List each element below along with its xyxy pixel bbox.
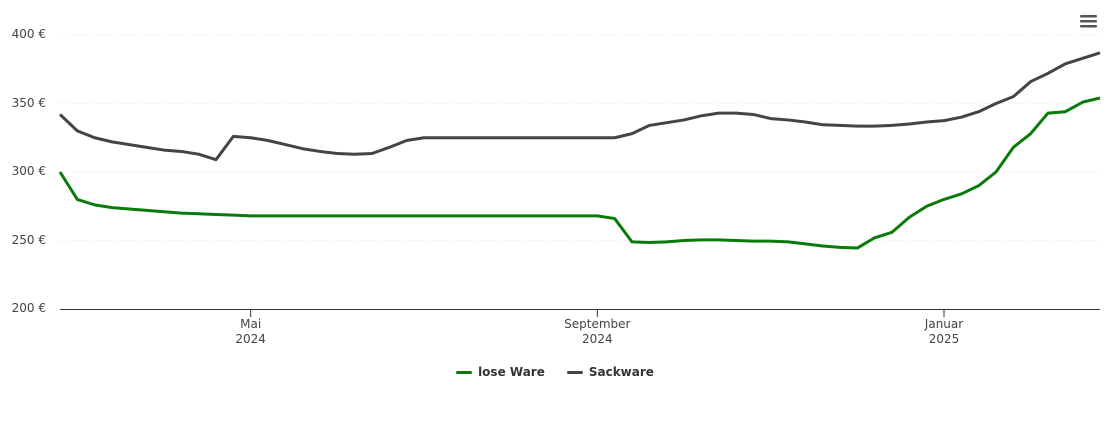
y-tick-label: 400 € [11,27,46,41]
menu-icon[interactable] [1080,15,1097,28]
x-tick-label: Januar 2025 [924,317,964,346]
legend-swatch [566,370,583,374]
legend-label: Sackware [588,365,654,379]
y-tick-label: 200 € [11,301,46,315]
y-tick-label: 250 € [11,232,46,247]
legend-label: lose Ware [478,365,545,379]
legend-swatch [456,370,473,374]
y-tick-label: 350 € [11,95,46,110]
legend-item[interactable]: Sackware [566,365,654,379]
line [58,96,1101,250]
x-tick-label: September 2024 [564,317,631,346]
x-tick-label: Mai 2024 [235,317,266,346]
line [58,51,1101,162]
legend-item[interactable]: lose Ware [456,365,545,379]
y-tick-label: 300 € [11,164,46,178]
legend: lose Ware Sackware [0,365,1110,379]
